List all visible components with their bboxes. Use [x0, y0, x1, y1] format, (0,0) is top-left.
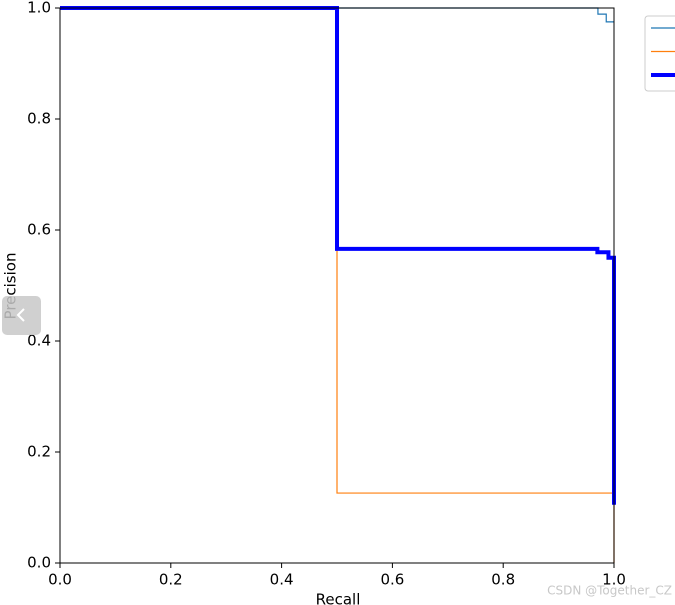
- series-line: [60, 6, 616, 505]
- watermark: CSDN @Together_CZ: [547, 584, 672, 598]
- legend-box: [644, 15, 675, 92]
- y-tick-label: 0.0: [27, 554, 51, 572]
- y-tick-label: 0.8: [27, 110, 51, 128]
- x-tick-label: 0.4: [270, 571, 294, 589]
- page-back-button[interactable]: [2, 296, 41, 335]
- x-tick-label: 0.8: [491, 571, 515, 589]
- legend: [644, 15, 675, 92]
- button-bg: [2, 296, 41, 335]
- x-axis-label: Recall: [316, 591, 361, 605]
- x-tick-label: 1.0: [602, 571, 626, 589]
- y-tick-label: 0.2: [27, 443, 51, 461]
- x-tick-label: 0.0: [48, 571, 72, 589]
- plot-frame: [59, 7, 615, 564]
- chevron-icon: [16, 308, 25, 322]
- y-tick-label: 0.6: [27, 221, 51, 239]
- y-tick-label: 0.4: [27, 332, 51, 350]
- y-tick-label: 1.0: [27, 0, 51, 17]
- x-tick-label: 0.2: [159, 571, 183, 589]
- x-tick-label: 0.6: [380, 571, 404, 589]
